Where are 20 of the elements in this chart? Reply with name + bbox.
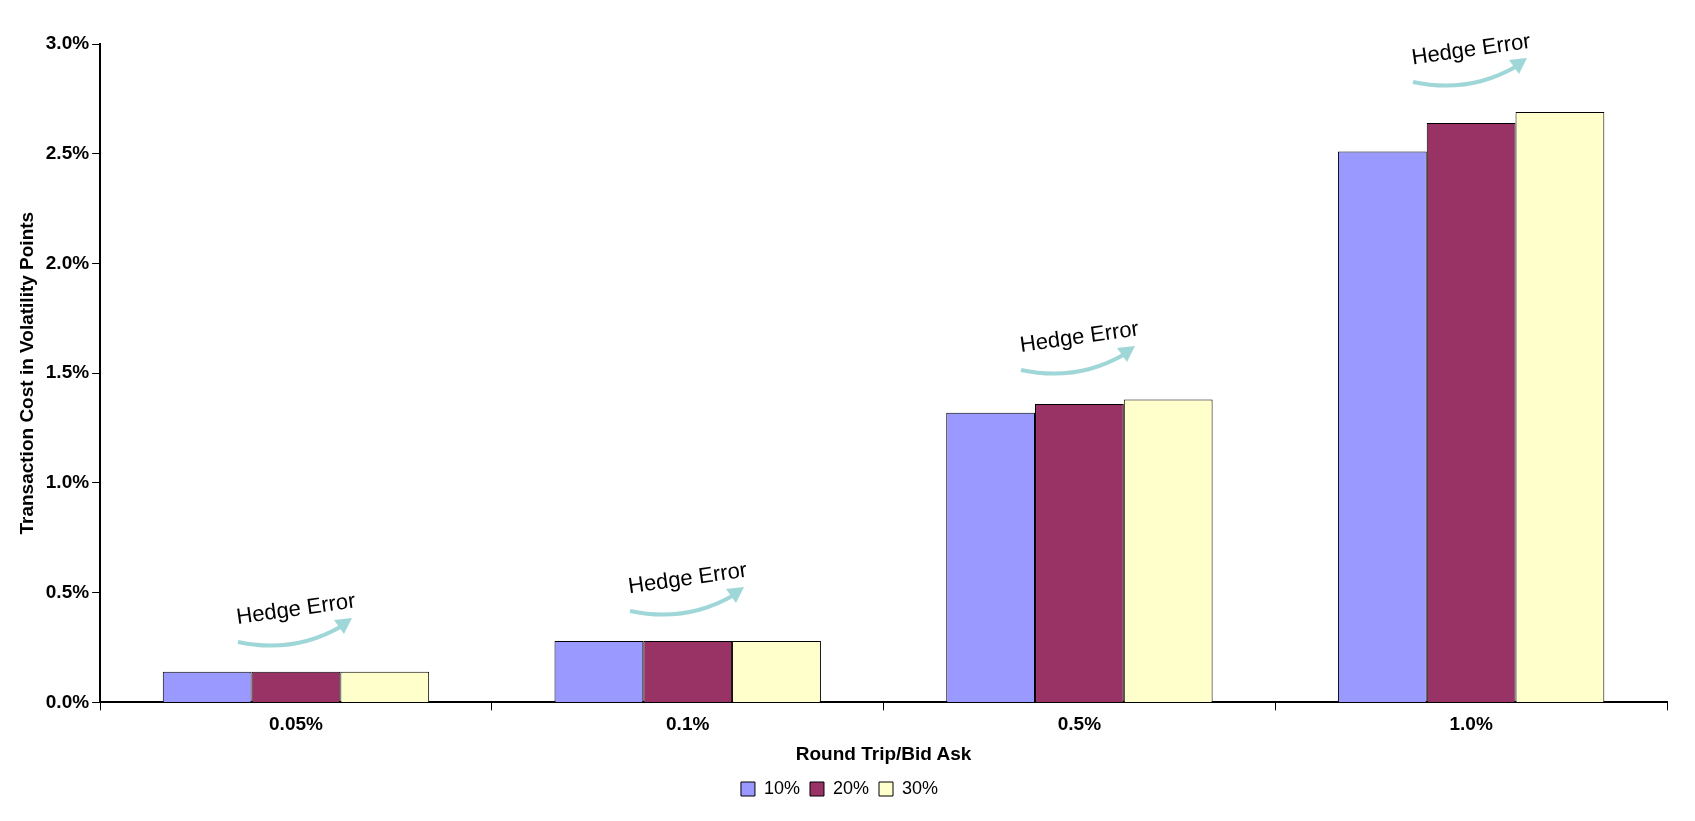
y-tick-label: 2.0% [45,251,90,273]
y-tick-label: 3.0% [45,32,90,54]
x-tick-label: 0.5% [1057,713,1102,735]
x-tick-label: 1.0% [1449,713,1493,735]
annotation: Hedge Error [626,556,749,599]
legend-label: 10% [763,777,800,798]
x-axis-title: Round Trip/Bid Ask [795,742,972,764]
x-tick-label: 0.1% [666,713,710,735]
y-tick-label: 1.0% [45,471,90,493]
x-tick-label: 0.05% [269,713,324,735]
y-tick-label: 1.5% [45,361,90,383]
annotation: Hedge Error [1018,315,1141,357]
legend-label: 30% [902,777,939,798]
legend-label: 20% [832,777,870,798]
annotation: Hedge Error [234,587,357,629]
y-axis-title: Transaction Cost in Volatility Points [15,211,37,535]
y-tick-label: 0.5% [45,580,90,602]
y-tick-label: 2.5% [45,141,90,163]
y-tick-label: 0.0% [45,690,90,712]
annotation: Hedge Error [1409,27,1533,70]
